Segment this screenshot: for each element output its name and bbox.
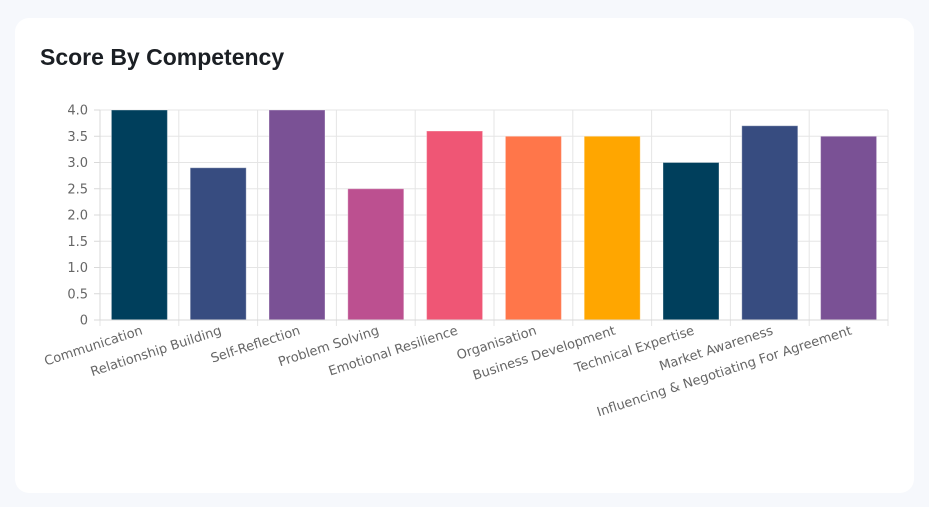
x-tick-label: Emotional Resilience: [327, 324, 460, 380]
y-tick-label: 0.5: [67, 287, 88, 302]
y-tick-label: 1.5: [67, 235, 88, 250]
bar-6: [504, 135, 562, 321]
x-tick-label: Relationship Building: [89, 324, 224, 380]
y-tick-label: 4.0: [67, 104, 88, 119]
bar-1: [110, 109, 168, 321]
y-tick-label: 2.0: [67, 209, 88, 224]
axes: [94, 109, 888, 321]
bar-8: [662, 162, 720, 321]
bar-7: [583, 135, 641, 321]
chart-title: Score By Competency: [40, 44, 285, 70]
y-tick-label: 0: [80, 314, 88, 329]
y-tick-label: 2.5: [67, 182, 88, 197]
y-tick-label: 3.5: [67, 130, 88, 145]
bar-2: [189, 167, 247, 321]
bar-4: [347, 188, 405, 321]
y-tick-label: 3.0: [67, 156, 88, 171]
bar-5: [426, 130, 484, 321]
bar-3: [268, 109, 326, 321]
y-tick-label: 1.0: [67, 261, 88, 276]
x-tick-label: Business Development: [471, 324, 617, 384]
bar-10: [820, 135, 878, 321]
bar-9: [741, 125, 799, 321]
bars: [110, 109, 878, 321]
